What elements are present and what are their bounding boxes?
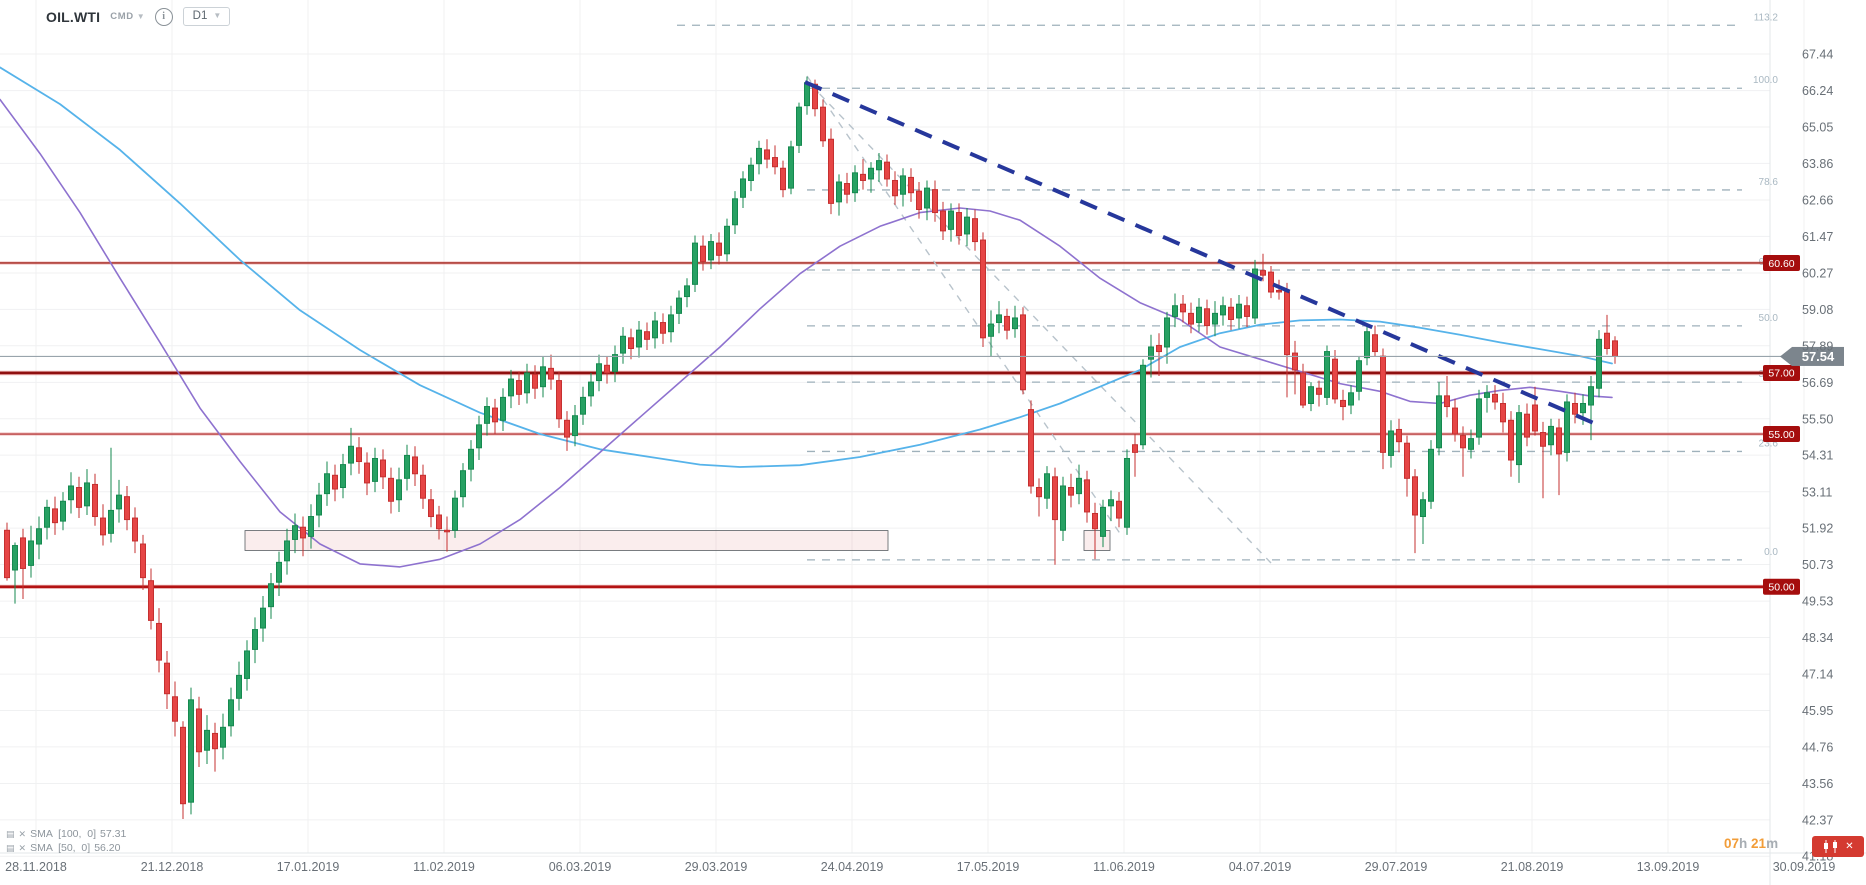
fib-level-label: 78.6 [1759, 177, 1779, 188]
fib-level-label: 0.0 [1764, 547, 1778, 558]
svg-text:57.00: 57.00 [1768, 368, 1794, 380]
x-axis-label: 29.03.2019 [685, 860, 748, 874]
y-axis-label: 49.53 [1802, 595, 1833, 609]
y-axis-label: 62.66 [1802, 194, 1833, 208]
timer-hours: 07 [1724, 836, 1740, 851]
fib-level-label: 113.2 [1754, 12, 1779, 23]
x-axis-label: 17.01.2019 [277, 860, 340, 874]
y-axis-label: 60.27 [1802, 267, 1833, 281]
fib-level-label: 100.0 [1753, 75, 1778, 86]
y-axis-label: 59.08 [1802, 303, 1833, 317]
x-axis-label: 21.12.2018 [141, 860, 204, 874]
y-axis-label: 55.50 [1802, 412, 1833, 426]
candles-group [4, 76, 1618, 819]
y-axis-label: 45.95 [1802, 704, 1833, 718]
timeframe-label: D1 [192, 10, 208, 22]
instrument-symbol: OIL.WTI [46, 8, 101, 25]
provider-label: CMD [110, 11, 134, 22]
indicator-legend: ▤ ✕ SMA [100, 0] 57.31 ▤ ✕ SMA [50, 0] 5… [6, 827, 126, 855]
x-axis-label: 30.09.2019 [1773, 860, 1836, 874]
price-level-tag: 50.00 [1763, 578, 1800, 595]
x-axis-label: 11.02.2019 [413, 860, 475, 874]
close-icon: ✕ [1845, 840, 1854, 852]
trend-guide-lines [806, 75, 1272, 564]
timeframe-dropdown[interactable]: D1 ▼ [182, 7, 231, 26]
x-axis-label: 17.05.2019 [957, 860, 1020, 874]
current-price-tag: 57.54 [1780, 346, 1844, 366]
y-axis-label: 44.76 [1802, 740, 1833, 754]
y-axis-label: 54.31 [1802, 449, 1833, 463]
indicator-settings-icon[interactable]: ▤ [6, 828, 15, 839]
y-axis-label: 65.05 [1802, 121, 1833, 135]
y-axis-label: 48.34 [1802, 631, 1833, 645]
x-axis-label: 21.08.2019 [1501, 860, 1564, 874]
x-axis: 28.11.2018 21.12.2018 17.01.2019 11.02.2019… [5, 860, 1835, 874]
y-axis-label: 53.11 [1802, 485, 1832, 499]
price-levels [0, 261, 1798, 589]
svg-text:57.54: 57.54 [1802, 349, 1835, 364]
x-axis-label: 13.09.2019 [1637, 860, 1700, 874]
x-axis-label: 06.03.2019 [549, 860, 612, 874]
y-axis: 67.44 66.24 65.05 63.86 62.66 61.47 60.27 59.08… [1802, 48, 1833, 864]
indicator-row-sma100: ▤ ✕ SMA [100, 0] 57.31 [6, 827, 126, 841]
x-axis-label: 28.11.2018 [5, 860, 67, 874]
x-axis-label: 04.07.2019 [1229, 860, 1292, 874]
y-axis-label: 66.24 [1802, 84, 1833, 98]
x-axis-label: 24.04.2019 [821, 860, 884, 874]
fib-level-label: 23.6 [1759, 438, 1779, 449]
provider-dropdown[interactable]: CMD ▼ [110, 11, 144, 22]
svg-text:55.00: 55.00 [1768, 429, 1794, 441]
chart-header: OIL.WTI CMD ▼ i D1 ▼ [46, 7, 231, 26]
timer-minutes: 21 [1751, 836, 1767, 851]
info-icon[interactable]: i [154, 7, 173, 26]
sma-50-line [0, 98, 1613, 568]
svg-text:50.00: 50.00 [1768, 582, 1794, 594]
price-level-tag: 55.00 [1763, 426, 1800, 443]
fib-level-label: 50.0 [1759, 313, 1779, 324]
y-axis-label: 43.56 [1802, 777, 1833, 791]
y-axis-label: 42.37 [1802, 813, 1833, 827]
y-axis-label: 67.44 [1802, 48, 1833, 62]
sma-100-line [0, 66, 1613, 468]
indicator-label: SMA [50, 0] [30, 842, 91, 854]
indicator-label: SMA [100, 0] [30, 828, 97, 840]
y-axis-label: 50.73 [1802, 558, 1833, 572]
indicator-row-sma50: ▤ ✕ SMA [50, 0] 56.20 [6, 841, 126, 855]
chevron-down-icon: ▼ [213, 11, 222, 20]
price-level-tag: 57.00 [1763, 364, 1800, 381]
indicator-remove-icon[interactable]: ✕ [18, 828, 27, 839]
y-axis-label: 51.92 [1802, 522, 1833, 536]
y-axis-label: 47.14 [1802, 668, 1833, 682]
price-level-tag: 60.60 [1763, 254, 1800, 271]
close-chart-button[interactable]: ✕ [1812, 836, 1864, 857]
candlestick-icon [1824, 840, 1838, 853]
x-axis-label: 29.07.2019 [1365, 860, 1428, 874]
x-axis-label: 11.06.2019 [1093, 860, 1155, 874]
chevron-down-icon: ▼ [136, 11, 145, 21]
supply-zone [244, 530, 1111, 551]
timer-hours-unit: h [1739, 836, 1752, 851]
indicator-remove-icon[interactable]: ✕ [18, 842, 27, 853]
indicator-value: 57.31 [100, 828, 127, 840]
candle-countdown-timer: 07h 21m [1724, 836, 1778, 851]
y-axis-label: 56.69 [1802, 376, 1833, 390]
trendline [804, 80, 1599, 427]
y-axis-label: 57.89 [1802, 339, 1833, 353]
indicator-value: 56.20 [94, 842, 121, 854]
y-axis-label: 61.47 [1802, 230, 1833, 244]
svg-text:60.60: 60.60 [1768, 258, 1794, 270]
y-axis-label: 63.86 [1802, 157, 1833, 171]
indicator-settings-icon[interactable]: ▤ [6, 842, 15, 853]
timer-minutes-unit: m [1766, 836, 1779, 851]
